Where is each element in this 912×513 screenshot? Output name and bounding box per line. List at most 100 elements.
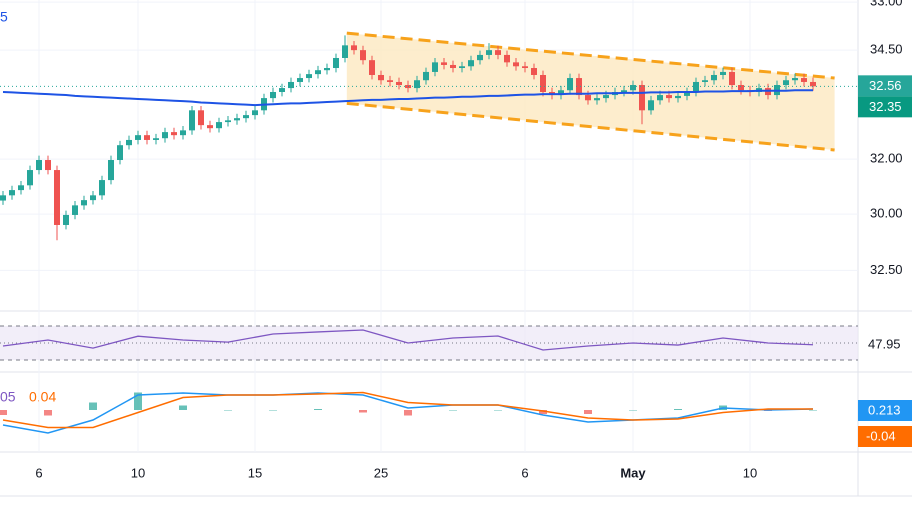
channel-line	[346, 101, 835, 152]
signal-line	[2, 391, 813, 429]
macd-histogram-bar	[539, 410, 547, 414]
candle-body	[468, 60, 474, 67]
y-tick-label: 34.50	[870, 42, 903, 57]
candle-body	[324, 68, 330, 71]
signal-tag-label: -0.04	[866, 428, 896, 443]
candle-body	[270, 91, 276, 99]
candle-body	[567, 78, 573, 91]
candle-body	[207, 125, 213, 129]
price-tag-label: 32.56	[869, 78, 902, 93]
channel-line	[346, 31, 835, 80]
candle-body	[306, 74, 312, 79]
candle-body	[72, 205, 78, 215]
macd-histogram-bar	[314, 409, 322, 410]
candle-body	[135, 135, 141, 140]
y-tick-label: 32.00	[870, 151, 903, 166]
x-tick-label: 15	[248, 465, 262, 480]
candle-body	[441, 62, 447, 65]
candle-body	[63, 214, 69, 225]
candle-body	[486, 50, 492, 55]
background-layer	[0, 0, 858, 452]
macd-histogram-bar	[89, 402, 97, 410]
macd-histogram-bar	[449, 410, 457, 411]
candle-body	[522, 66, 528, 69]
macd-histogram-bar	[629, 410, 637, 411]
candle-body	[378, 74, 384, 81]
candle-body	[216, 122, 222, 129]
candle-body	[459, 66, 465, 69]
macd-histogram-bar	[359, 410, 367, 413]
x-tick-label: 10	[743, 465, 757, 480]
candle-body	[81, 200, 87, 206]
macd-tag-label: 0.213	[868, 402, 901, 417]
macd-histogram-bar	[584, 410, 592, 414]
x-tick-label: 10	[131, 465, 145, 480]
candle-body	[45, 160, 51, 171]
candle-body	[333, 57, 339, 69]
moving-average	[2, 89, 813, 107]
candle-body	[36, 160, 42, 171]
x-tick-label: 6	[521, 465, 528, 480]
candle-body	[414, 80, 420, 89]
macd-histogram-bar	[0, 410, 7, 415]
candle-body	[684, 91, 690, 96]
candle-body	[144, 135, 150, 140]
candle-body	[279, 88, 285, 92]
y-tick-label: 33.00	[870, 0, 903, 9]
candle-body	[558, 90, 564, 96]
macd-histogram-bar	[44, 410, 52, 416]
x-tick-label: 6	[35, 465, 42, 480]
candle-body	[108, 160, 114, 181]
macd-histogram-bar	[809, 410, 817, 411]
candle-body	[810, 81, 816, 87]
macd-histogram-bar	[269, 410, 277, 411]
candle-body	[432, 62, 438, 72]
candle-body	[603, 95, 609, 99]
candle-body	[0, 195, 6, 201]
signal-legend: 0.04	[29, 389, 56, 405]
candle-body	[117, 145, 123, 161]
candle-body	[657, 95, 663, 101]
candle-body	[387, 80, 393, 82]
candle-body	[90, 195, 96, 201]
macd-legend: 05	[0, 389, 16, 405]
candle-body	[243, 115, 249, 119]
candle-body	[360, 50, 366, 61]
candle-body	[315, 70, 321, 75]
candle-body	[801, 78, 807, 82]
candle-body	[126, 139, 132, 146]
candle-body	[396, 81, 402, 86]
macd-histogram-bar	[179, 405, 187, 410]
candle-body	[342, 45, 348, 58]
candle-body	[252, 110, 258, 116]
x-tick-label: May	[620, 465, 646, 480]
y-tick-label: 30.00	[870, 206, 903, 221]
candle-body	[594, 98, 600, 101]
candle-body	[198, 110, 204, 126]
candle-body	[27, 170, 33, 186]
macd-histogram-bar	[134, 392, 142, 410]
candle-body	[630, 85, 636, 91]
candle-body	[477, 54, 483, 61]
macd-line	[2, 392, 814, 434]
y-tick-label: 32.50	[870, 262, 903, 277]
candle-body	[639, 85, 645, 111]
candle-body	[729, 71, 735, 86]
candle-body	[450, 64, 456, 69]
candle-body	[171, 132, 177, 136]
macd-histogram-bar	[404, 410, 412, 416]
candle-body	[99, 180, 105, 196]
candle-body	[675, 95, 681, 99]
rsi-line	[2, 329, 814, 351]
candle-body	[369, 60, 375, 75]
candle-body	[531, 68, 537, 75]
candle-body	[288, 81, 294, 89]
candle-body	[495, 50, 501, 55]
candle-body	[54, 170, 60, 225]
candle-body	[711, 74, 717, 81]
candle-body	[540, 74, 546, 92]
macd-histogram-bar	[494, 410, 502, 411]
candle-body	[585, 95, 591, 101]
